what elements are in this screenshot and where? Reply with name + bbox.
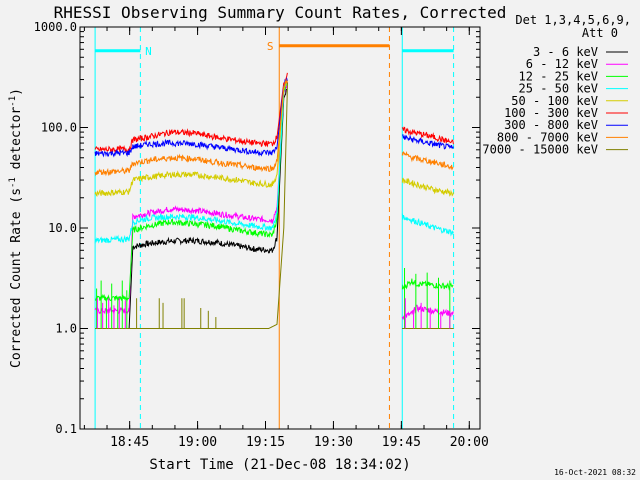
legend-label-5: 100 - 300 keV: [504, 106, 598, 120]
legend-label-2: 12 - 25 keV: [519, 69, 598, 83]
y-label-mid: detector: [9, 107, 24, 178]
flag-s-label: S: [267, 40, 274, 53]
chart-title: RHESSI Observing Summary Count Rates, Co…: [54, 3, 507, 22]
series-line-5: [94, 72, 454, 153]
y-tick-label-3: 100.0: [41, 121, 77, 135]
legend-title-1: Det 1,3,4,5,6,9,: [515, 13, 631, 27]
x-tick-label-0: 18:45: [110, 435, 149, 450]
y-tick-label-4: 1000.0: [34, 20, 77, 34]
x-tick-label-3: 19:30: [314, 435, 353, 450]
series-line-8: [95, 82, 454, 329]
series-line-6: [94, 76, 454, 158]
y-tick-label-2: 10.0: [48, 221, 77, 235]
series-line-7: [94, 78, 454, 177]
y-label-sup2: -1: [8, 96, 18, 107]
y-axis-ticks: 0.1 1.0 10.0 100.0 1000.0: [34, 20, 480, 436]
x-axis-label: Start Time (21-Dec-08 18:34:02): [149, 457, 410, 473]
series-line-4: [94, 79, 454, 198]
y-label-base: Corrected Count Rate (s: [9, 188, 24, 368]
legend-label-4: 50 - 100 keV: [511, 94, 598, 108]
y-label-end: ): [9, 88, 24, 96]
x-tick-label-2: 19:15: [246, 435, 285, 450]
legend-label-3: 25 - 50 keV: [519, 82, 598, 96]
legend-label-6: 300 - 800 keV: [504, 118, 598, 132]
legend-label-7: 800 - 7000 keV: [497, 130, 598, 144]
y-axis-label: Corrected Count Rate (s-1 detector-1): [8, 88, 24, 368]
legend-title-2: Att 0: [582, 26, 618, 40]
x-tick-label-5: 20:00: [450, 435, 489, 450]
flag-n-label: N: [145, 45, 152, 58]
timestamp: 16-Oct-2021 08:32: [554, 468, 636, 477]
y-tick-label-0: 0.1: [55, 422, 77, 436]
y-label-sup1: -1: [8, 177, 18, 188]
series-line-3: [94, 82, 454, 244]
x-tick-label-4: 19:45: [382, 435, 421, 450]
x-axis-ticks: 18:45 19:00 19:15 19:30 19:45 20:00: [83, 27, 489, 450]
legend-label-8: 7000 - 15000 keV: [482, 143, 598, 157]
x-tick-label-1: 19:00: [178, 435, 217, 450]
y-tick-label-1: 1.0: [55, 322, 77, 336]
legend-label-1: 6 - 12 keV: [526, 57, 598, 71]
legend-label-0: 3 - 6 keV: [533, 45, 598, 59]
